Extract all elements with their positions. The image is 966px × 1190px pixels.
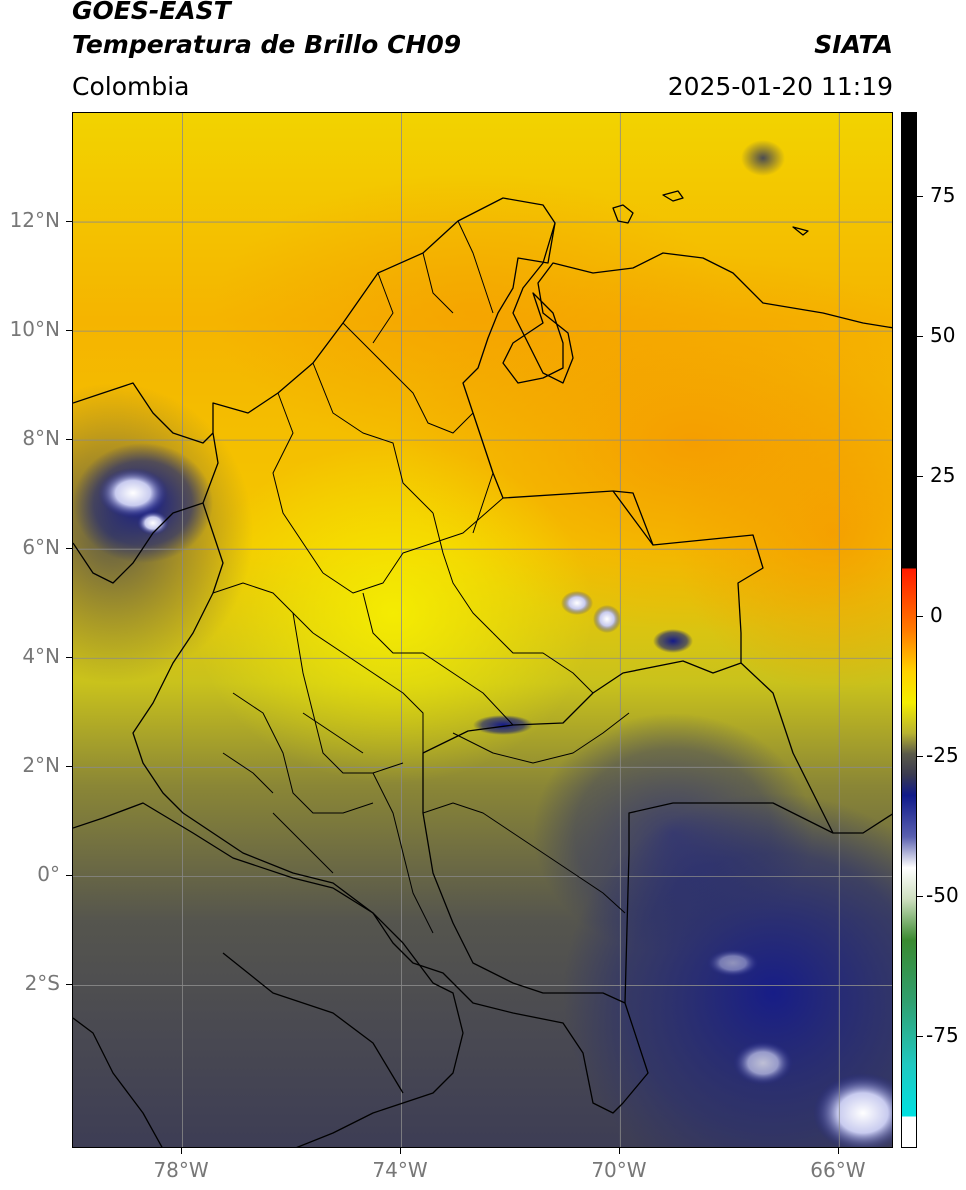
lat-tick-mark (66, 766, 72, 768)
colorbar (901, 112, 917, 1148)
panama-coast (73, 382, 214, 584)
colorbar-tick-mark (917, 196, 923, 197)
lon-tick-mark (400, 1148, 402, 1154)
colorbar-gradient (902, 113, 916, 1147)
lat-tick-label: 4°N (22, 644, 60, 669)
islands (612, 190, 809, 236)
colorbar-tick-label: 25 (930, 463, 956, 487)
agency-label: SIATA (814, 30, 893, 59)
lon-tick-mark (619, 1148, 621, 1154)
datetime-label: 2025-01-20 11:19 (667, 72, 893, 101)
colorbar-tick-mark (917, 1036, 923, 1037)
satellite-title: GOES-EAST (72, 0, 231, 25)
venezuela-border (740, 662, 892, 834)
colorbar-tick-label: -50 (926, 883, 959, 907)
colorbar-tick-mark (917, 756, 923, 757)
lat-tick-mark (66, 657, 72, 659)
peru-inner (222, 952, 404, 1094)
colorbar-tick-mark (917, 896, 923, 897)
ecuador-peru-border (73, 802, 464, 1147)
maracaibo-lake (502, 292, 564, 384)
lat-tick-label: 8°N (22, 426, 60, 451)
lat-tick-label: 10°N (9, 317, 60, 342)
lon-tick-label: 70°W (591, 1158, 647, 1182)
lat-tick-label: 2°N (22, 753, 60, 778)
peru-coast (73, 1017, 163, 1147)
lon-tick-label: 74°W (372, 1158, 428, 1182)
brightness-temperature-map (72, 112, 893, 1148)
colorbar-tick-label: -75 (926, 1023, 959, 1047)
colorbar-tick-label: -25 (926, 743, 959, 767)
lat-tick-label: 2°S (24, 971, 60, 996)
colombia-outline (132, 197, 764, 1114)
lon-tick-mark (838, 1148, 840, 1154)
lat-tick-mark (66, 548, 72, 550)
lat-tick-mark (66, 221, 72, 223)
colorbar-tick-label: 50 (930, 323, 956, 347)
lat-tick-mark (66, 984, 72, 986)
colorbar-tick-mark (917, 616, 923, 617)
brazil-border (612, 490, 834, 1004)
country-department-borders (73, 190, 892, 1147)
product-title: Temperatura de Brillo CH09 (72, 30, 462, 59)
colorbar-tick-label: 0 (930, 603, 943, 627)
region-label: Colombia (72, 72, 190, 101)
lat-tick-label: 0° (37, 862, 60, 887)
department-lines (212, 220, 630, 934)
lat-tick-mark (66, 330, 72, 332)
lat-tick-mark (66, 439, 72, 441)
lat-tick-label: 12°N (9, 208, 60, 233)
lat-tick-mark (66, 875, 72, 877)
colorbar-tick-label: 75 (930, 183, 956, 207)
colorbar-tick-mark (917, 476, 923, 477)
lon-tick-mark (181, 1148, 183, 1154)
lon-tick-label: 66°W (810, 1158, 866, 1182)
colorbar-tick-mark (917, 336, 923, 337)
lon-tick-label: 78°W (153, 1158, 209, 1182)
map-canvas (73, 113, 892, 1147)
lat-tick-label: 6°N (22, 535, 60, 560)
venezuela-coast (512, 222, 892, 384)
